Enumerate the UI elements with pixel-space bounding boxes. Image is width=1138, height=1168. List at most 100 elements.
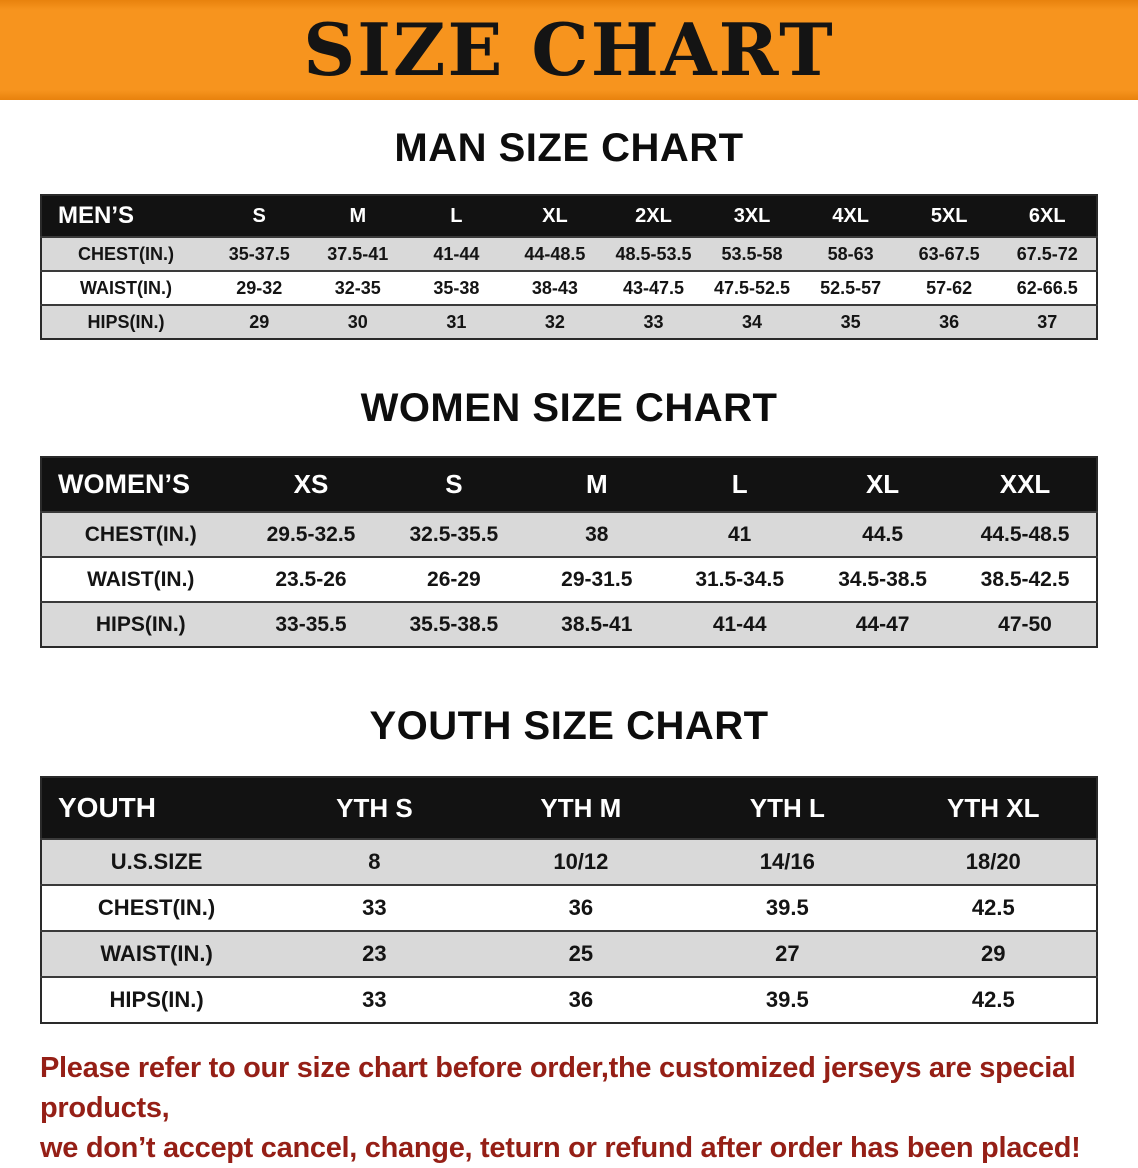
size-value-cell: 41 (728, 522, 752, 546)
size-value-cell: 29.5-32.5 (266, 522, 356, 546)
measurement-label-cell: HIPS(IN.) (95, 612, 186, 636)
disclaimer: Please refer to our size chart before or… (40, 1048, 1098, 1168)
measurement-label-cell: CHEST(IN.) (97, 895, 216, 920)
size-column-header: 4XL (801, 195, 900, 237)
size-value-cell: 33 (362, 987, 387, 1012)
size-value-cell: 48.5-53.5 (615, 243, 692, 264)
size-column-header: YTH M (477, 777, 685, 839)
size-column-header: YTH XL (890, 777, 1097, 839)
size-value-cell: 42.5 (971, 895, 1015, 920)
men-section-heading: MAN SIZE CHART (394, 126, 744, 170)
size-value-cell: 14/16 (759, 849, 815, 874)
size-column-header: XXL (954, 457, 1097, 512)
size-value-cell: 38 (585, 522, 609, 546)
table-header-row: MEN’S S M L XL 2XL 3XL 4XL 5XL 6XL (41, 195, 1097, 237)
size-column-header: 2XL (604, 195, 703, 237)
measurement-label-cell: CHEST(IN.) (77, 243, 174, 264)
size-value-cell: 43-47.5 (622, 277, 684, 298)
size-value-cell: 38-43 (531, 277, 578, 298)
size-value-cell: 29-32 (236, 277, 283, 298)
disclaimer-line-1: Please refer to our size chart before or… (40, 1052, 1076, 1125)
size-value-cell: 39.5 (765, 987, 809, 1012)
measurement-label-cell: CHEST(IN.) (84, 522, 197, 546)
table-row: U.S.SIZE 8 10/12 14/16 18/20 (41, 839, 1097, 885)
size-value-cell: 8 (368, 849, 381, 874)
table-row: WAIST(IN.) 23 25 27 29 (41, 931, 1097, 977)
size-value-cell: 29-31.5 (561, 567, 633, 591)
size-value-cell: 41-44 (712, 612, 767, 636)
size-value-cell: 31.5-34.5 (695, 567, 785, 591)
size-value-cell: 44.5 (862, 522, 904, 546)
banner: SIZE CHART (0, 0, 1138, 100)
size-value-cell: 32-35 (334, 277, 381, 298)
youth-size-table: YOUTH YTH S YTH M YTH L YTH XL U.S.SIZE 8 10/12… (40, 776, 1098, 1024)
size-value-cell: 58-63 (827, 243, 874, 264)
measurement-label-cell: HIPS(IN.) (87, 311, 165, 332)
size-value-cell: 62-66.5 (1016, 277, 1078, 298)
size-column-header: L (668, 457, 812, 512)
size-value-cell: 41-44 (433, 243, 480, 264)
size-column-header: YTH S (271, 777, 478, 839)
size-column-header: 3XL (702, 195, 802, 237)
size-value-cell: 30 (347, 311, 368, 332)
size-column-header: XL (811, 457, 955, 512)
size-column-header: L (407, 195, 506, 237)
size-value-cell: 35 (840, 311, 861, 332)
size-value-cell: 29 (249, 311, 270, 332)
size-value-cell: 34 (742, 311, 763, 332)
table-row: HIPS(IN.) 29 30 31 32 33 34 35 36 37 (41, 305, 1097, 339)
table-header-row: YOUTH YTH S YTH M YTH L YTH XL (41, 777, 1097, 839)
size-value-cell: 37 (1037, 311, 1058, 332)
table-header-row: WOMEN’S XS S M L XL XXL (41, 457, 1097, 512)
size-value-cell: 27 (775, 941, 800, 966)
size-value-cell: 33 (643, 311, 664, 332)
size-value-cell: 47-50 (998, 612, 1052, 636)
size-column-header: 5XL (899, 195, 999, 237)
size-value-cell: 18/20 (965, 849, 1021, 874)
table-title-cell: YOUTH (41, 777, 272, 839)
table-title-cell: WOMEN’S (41, 457, 240, 512)
size-column-header: XL (505, 195, 605, 237)
measurement-label-cell: WAIST(IN.) (87, 567, 195, 591)
table-row: HIPS(IN.) 33 36 39.5 42.5 (41, 977, 1097, 1023)
measurement-label-cell: WAIST(IN.) (79, 277, 172, 298)
size-column-header: M (525, 457, 669, 512)
size-value-cell: 34.5-38.5 (838, 567, 927, 591)
size-value-cell: 37.5-41 (327, 243, 389, 264)
banner-title: SIZE CHART (303, 7, 835, 92)
size-column-header: S (382, 457, 526, 512)
size-value-cell: 23.5-26 (275, 567, 347, 591)
women-size-table: WOMEN’S XS S M L XL XXL CHEST(IN.) 29.5-32.5 32.5… (40, 456, 1098, 648)
size-value-cell: 39.5 (765, 895, 809, 920)
size-value-cell: 38.5-42.5 (980, 567, 1070, 591)
size-column-header: S (209, 195, 309, 237)
women-section-heading: WOMEN SIZE CHART (360, 386, 778, 430)
size-value-cell: 44-47 (855, 612, 910, 636)
table-row: HIPS(IN.) 33-35.5 35.5-38.5 38.5-41 41-44 44-… (41, 602, 1097, 647)
table-title-cell: MEN’S (41, 195, 210, 237)
size-value-cell: 33-35.5 (275, 612, 347, 636)
size-value-cell: 35-38 (433, 277, 480, 298)
size-value-cell: 29 (981, 941, 1006, 966)
men-size-table: MEN’S S M L XL 2XL 3XL 4XL 5XL 6XL CHEST(IN.) 35-37… (40, 194, 1098, 340)
size-value-cell: 32 (544, 311, 565, 332)
measurement-label-cell: HIPS(IN.) (109, 987, 204, 1012)
size-value-cell: 63-67.5 (918, 243, 980, 264)
size-value-cell: 57-62 (926, 277, 973, 298)
size-value-cell: 36 (568, 895, 594, 920)
size-value-cell: 26-29 (427, 567, 481, 591)
size-value-cell: 67.5-72 (1016, 243, 1078, 264)
size-value-cell: 35.5-38.5 (409, 612, 499, 636)
disclaimer-line-2: we don’t accept cancel, change, teturn o… (40, 1132, 1081, 1165)
size-value-cell: 44.5-48.5 (980, 522, 1070, 546)
size-value-cell: 35-37.5 (228, 243, 290, 264)
table-row: CHEST(IN.) 33 36 39.5 42.5 (41, 885, 1097, 931)
measurement-label-cell: WAIST(IN.) (100, 941, 213, 966)
table-row: WAIST(IN.) 29-32 32-35 35-38 38-43 43-47.5 47.… (41, 271, 1097, 305)
size-value-cell: 25 (568, 941, 594, 966)
size-column-header: 6XL (998, 195, 1097, 237)
table-row: CHEST(IN.) 35-37.5 37.5-41 41-44 44-48.5 48.5… (41, 237, 1097, 271)
youth-section-heading: YOUTH SIZE CHART (369, 704, 769, 748)
size-column-header: YTH L (684, 777, 891, 839)
size-value-cell: 23 (362, 941, 387, 966)
